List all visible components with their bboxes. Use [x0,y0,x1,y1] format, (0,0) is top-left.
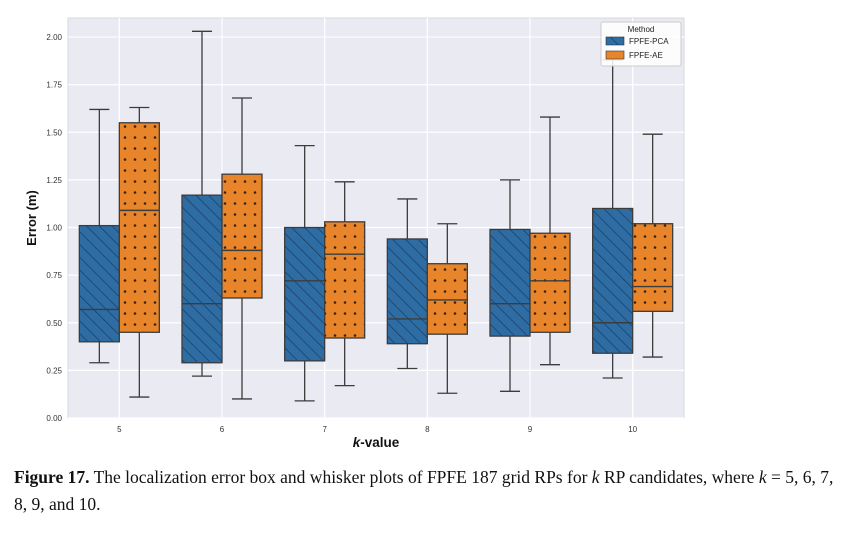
caption-label: Figure 17. [14,467,90,487]
x-tick-label: 10 [628,425,637,434]
y-tick-label: 1.00 [46,224,62,233]
box-iqr [324,221,366,339]
x-tick-label: 7 [322,425,327,434]
legend-label-pca: FPFE-PCA [629,37,669,46]
legend-swatch-pca [605,36,625,46]
box-fpfe-pca-k6 [181,30,223,377]
box-fpfe-ae-k9 [529,116,571,366]
box-iqr [284,226,326,362]
y-tick-label: 2.00 [46,33,62,42]
box-iqr [426,263,468,335]
x-tick-label: 8 [425,425,430,434]
box-series [78,30,674,402]
box-fpfe-ae-k10 [632,133,674,358]
box-fpfe-ae-k8 [426,223,468,394]
x-axis-label-k: k [353,435,362,450]
box-iqr [632,223,674,312]
x-tick-label: 6 [220,425,225,434]
y-tick-label: 0.50 [46,319,62,328]
y-tick-label: 0.00 [46,414,62,423]
y-tick-label: 1.25 [46,176,62,185]
y-tick-label: 1.50 [46,128,62,137]
caption-part1: The localization error box and whisker p… [89,467,592,487]
y-tick-label: 0.25 [46,366,62,375]
legend: Method FPFE-PCA FPFE-AE [600,21,682,67]
box-iqr [221,173,263,299]
legend-title: Method [628,25,655,34]
box-fpfe-ae-k7 [324,181,366,387]
y-tick-label: 0.75 [46,271,62,280]
box-fpfe-pca-k9 [489,179,531,392]
box-fpfe-pca-k5 [78,108,120,364]
y-axis-label: Error (m) [24,190,39,246]
box-iqr [181,194,223,364]
x-tick-labels: 5 6 7 8 9 10 [117,425,638,434]
box-fpfe-pca-k7 [284,144,326,402]
figure-caption: Figure 17. The localization error box an… [14,464,834,518]
caption-part2: RP candidates, where [599,467,759,487]
legend-label-ae: FPFE-AE [629,51,663,60]
caption-k1: k [591,467,600,487]
box-iqr [489,228,531,337]
y-tick-label: 1.75 [46,81,62,90]
box-iqr [118,122,160,333]
caption-part3: = 5, 6, 7, 8, 9, and 10. [14,467,834,514]
x-axis-label: k-value [353,435,400,450]
box-fpfe-pca-k10 [592,59,634,379]
box-fpfe-ae-k5 [118,106,160,398]
y-tick-labels: 0.00 0.25 0.50 0.75 1.00 1.25 1.50 1.75 2.00 [46,33,62,423]
box-iqr [78,224,120,343]
box-iqr [592,207,634,354]
box-iqr [529,232,571,333]
legend-swatch-ae [605,50,625,60]
box-iqr [386,238,428,345]
x-axis-label-suffix: -value [360,435,400,450]
box-fpfe-ae-k6 [221,97,263,400]
box-fpfe-pca-k8 [386,198,428,370]
x-tick-label: 5 [117,425,122,434]
caption-k2: k [758,467,767,487]
grid-lines [68,18,684,419]
x-tick-label: 9 [528,425,533,434]
plot-area [67,17,685,419]
